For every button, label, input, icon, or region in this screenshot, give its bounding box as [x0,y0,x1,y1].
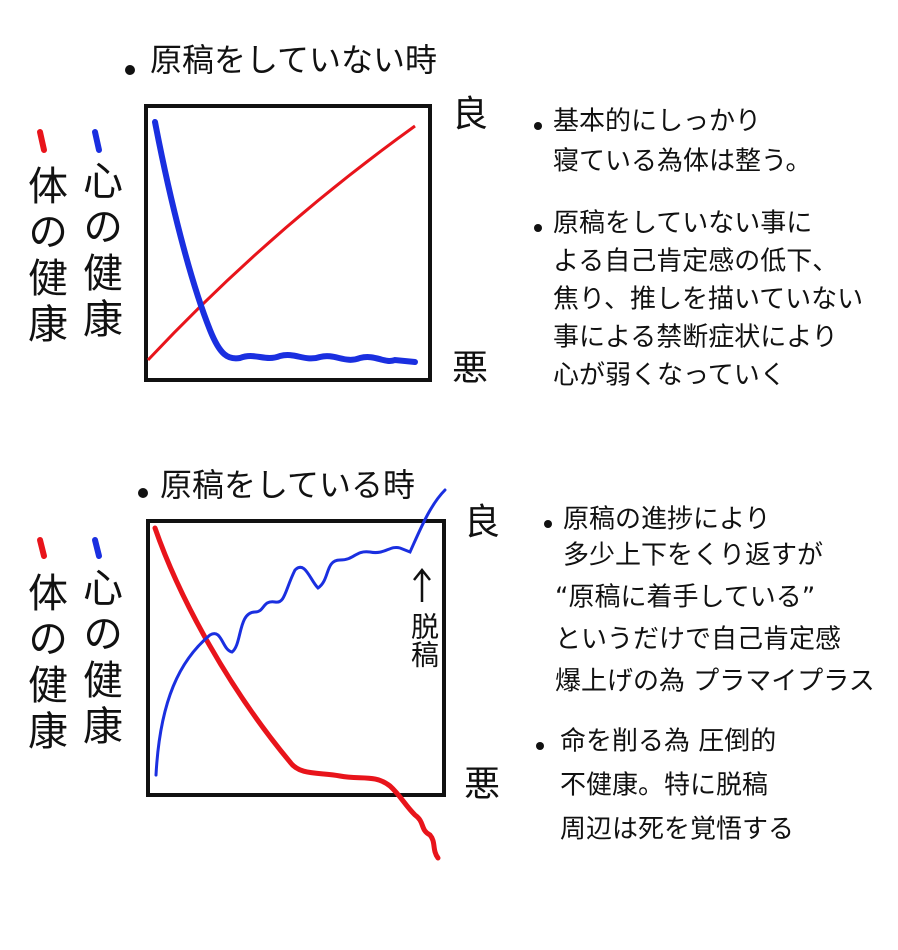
note-line: 寝ている為体は整う。 [553,147,811,177]
bullet [125,65,135,75]
axis-bottom-label: 悪 [464,764,500,805]
axis-bottom-label: 悪 [452,348,488,389]
legend-swatch [92,129,102,153]
annotation: 脱稿 [407,612,440,668]
axis-top-label: 良 [464,502,500,543]
note-line: 焦り、推しを描いていない [553,285,863,315]
note-line: 基本的にしっかり [553,107,761,137]
chart-frame [146,519,446,797]
mind-curve [154,488,447,777]
axis-top-label: 良 [452,94,488,135]
note-line: 事による禁断症状により [553,323,838,353]
body-curve [146,124,416,362]
bullet [534,224,542,232]
note-line: よる自己肯定感の低下、 [553,247,838,277]
legend-swatch [92,537,102,559]
note-line: というだけで自己肯定感 [555,625,841,655]
note-line: 命を削る為 圧倒的 [560,727,776,757]
note-line: 周辺は死を覚悟する [560,815,794,845]
chart-frame [144,104,432,382]
bullet [138,488,148,498]
legend-label: 体の健康 [21,165,67,349]
note-line: 原稿をしていない事に [553,209,812,239]
annotation-arrow [413,567,431,602]
legend-swatch [37,129,47,153]
bullet [534,122,542,130]
legend-label: 心の健康 [76,160,122,344]
panel-title: 原稿をしている時 [160,466,415,504]
bullet [544,520,552,528]
panel-title: 原稿をしていない時 [150,41,437,79]
note-line: 心が弱くなっていく [553,361,786,391]
note-line: 不健康。特に脱稿 [560,771,768,801]
note-line: 原稿の進捗により [563,505,770,535]
bullet [536,742,544,750]
note-line: 爆上げの為 プラマイプラス [555,667,875,697]
note-line: 多少上下をくり返すが [563,541,823,571]
legend-label: 体の健康 [21,572,67,756]
legend-label: 心の健康 [76,567,122,751]
legend-swatch [37,537,47,559]
note-line: “原稿に着手している” [555,583,815,613]
body-curve [152,525,441,861]
mind-curve [152,119,418,365]
